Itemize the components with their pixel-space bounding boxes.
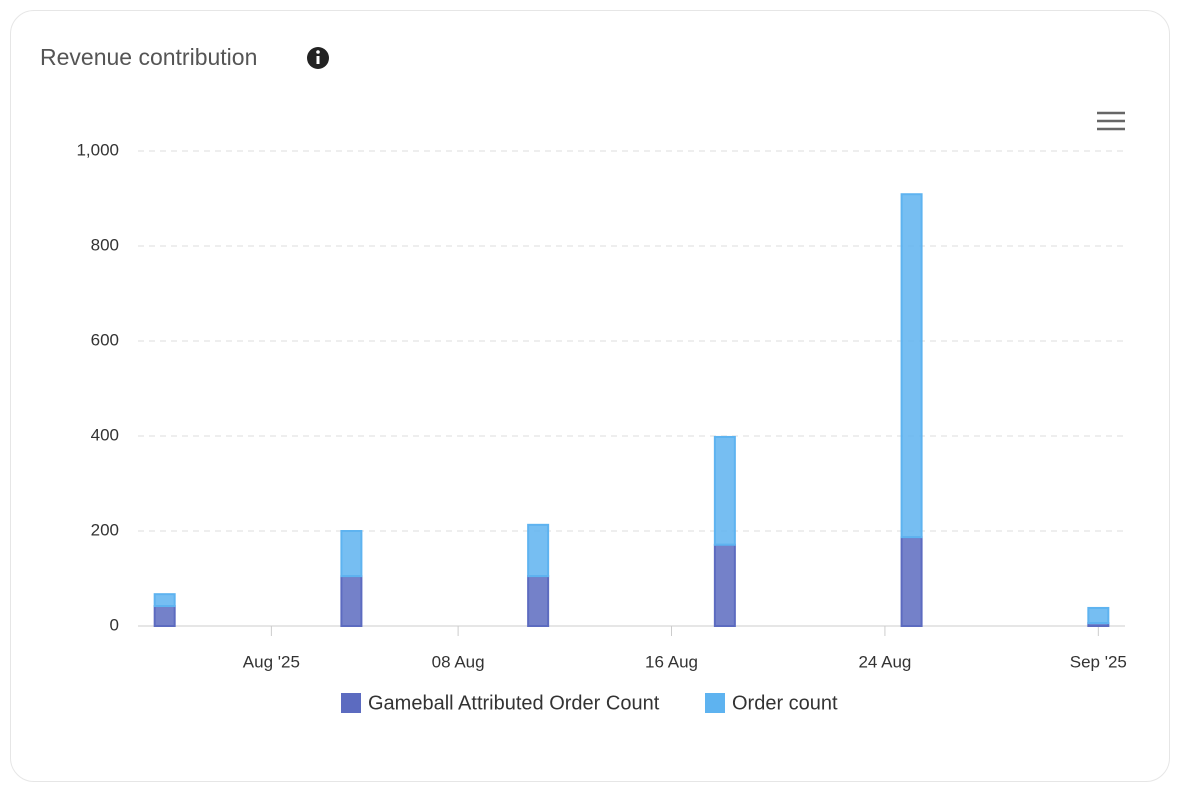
- y-tick-label: 800: [91, 235, 119, 254]
- x-tick-label: 24 Aug: [858, 652, 911, 671]
- legend-label[interactable]: Gameball Attributed Order Count: [368, 692, 660, 714]
- x-tick-label: 08 Aug: [432, 652, 485, 671]
- legend-swatch[interactable]: [341, 693, 361, 713]
- bar: [340, 575, 363, 627]
- x-tick-label: 16 Aug: [645, 652, 698, 671]
- y-tick-label: 600: [91, 330, 119, 349]
- bar: [900, 536, 923, 627]
- y-tick-label: 1,000: [76, 140, 119, 159]
- x-tick-label: Sep '25: [1070, 652, 1127, 671]
- bar: [153, 605, 176, 627]
- y-tick-label: 400: [91, 425, 119, 444]
- bar: [713, 543, 736, 628]
- bar: [153, 593, 176, 608]
- legend-label[interactable]: Order count: [732, 692, 838, 714]
- bar: [527, 575, 550, 627]
- bar: [713, 435, 736, 546]
- card: [10, 10, 1170, 782]
- bar: [900, 193, 923, 539]
- info-icon[interactable]: [307, 47, 329, 69]
- chart-title: Revenue contribution: [40, 44, 257, 70]
- y-tick-label: 0: [110, 615, 119, 634]
- y-tick-label: 200: [91, 520, 119, 539]
- x-tick-label: Aug '25: [243, 652, 300, 671]
- bar: [527, 523, 550, 578]
- bar: [340, 530, 363, 578]
- legend-swatch[interactable]: [705, 693, 725, 713]
- menu-button[interactable]: [1097, 111, 1125, 131]
- bar: [1087, 606, 1110, 625]
